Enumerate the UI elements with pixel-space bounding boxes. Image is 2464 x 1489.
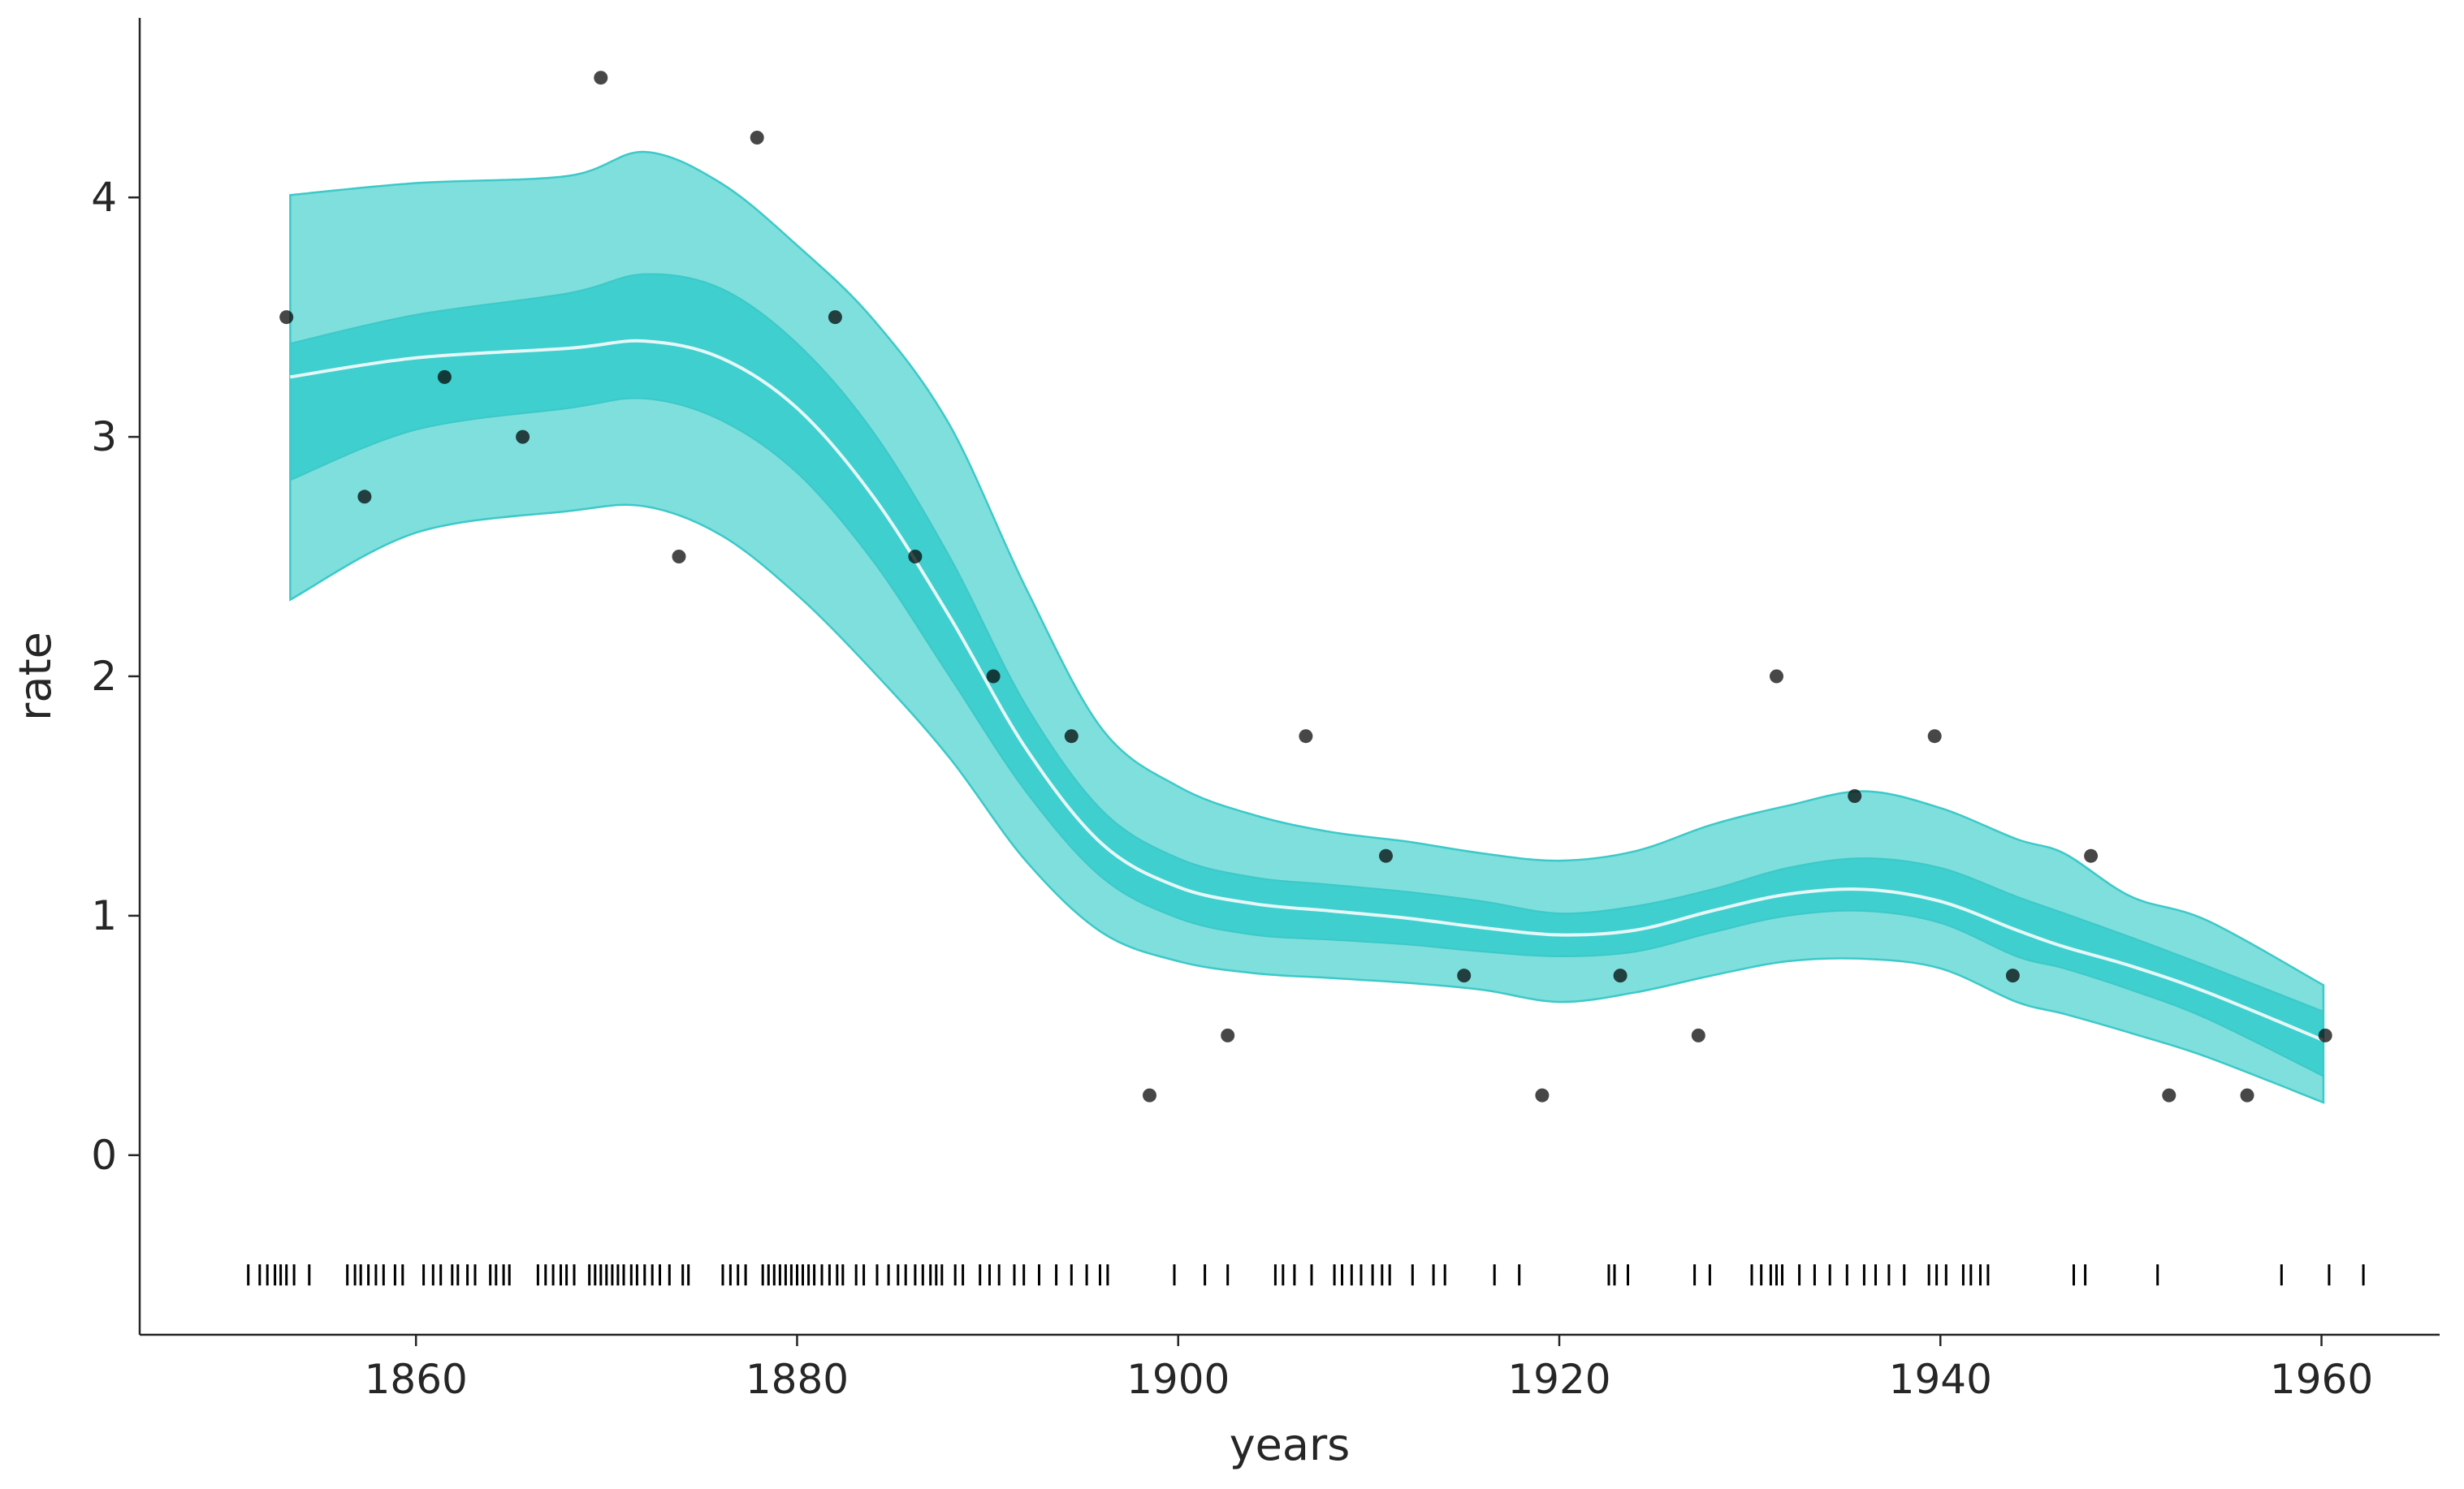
observed-point xyxy=(1299,729,1313,744)
observed-point xyxy=(1848,789,1862,803)
observed-point xyxy=(672,550,686,563)
observed-point xyxy=(357,490,372,504)
observed-point xyxy=(516,429,530,444)
observed-point xyxy=(2318,1028,2332,1042)
observed-point xyxy=(908,550,923,563)
observed-point xyxy=(2240,1088,2254,1103)
observed-point xyxy=(1927,729,1942,744)
observed-point xyxy=(1535,1088,1550,1103)
x-tick-label: 1960 xyxy=(2270,1356,2373,1403)
mean-line xyxy=(290,339,2324,1042)
observed-points xyxy=(279,71,2332,1103)
observed-point xyxy=(1143,1088,1156,1103)
hdi-band-inner xyxy=(289,273,2324,1078)
y-tick-label: 1 xyxy=(91,892,117,939)
x-tick-label: 1880 xyxy=(746,1356,849,1403)
observed-point xyxy=(986,669,1001,684)
observed-point xyxy=(1691,1028,1705,1042)
observed-point xyxy=(1379,848,1393,863)
x-tick-label: 1920 xyxy=(1507,1356,1610,1403)
y-tick-label: 0 xyxy=(91,1132,117,1179)
observed-point xyxy=(750,131,764,145)
observed-point xyxy=(1457,969,1472,983)
observed-point xyxy=(279,310,294,325)
y-tick-label: 2 xyxy=(91,653,117,700)
y-tick-label: 4 xyxy=(91,174,117,221)
x-axis-label: years xyxy=(1230,1419,1351,1470)
x-axis-ticks: 1860 1880 1900 1920 1940 1960 xyxy=(365,1335,2373,1403)
x-tick-label: 1900 xyxy=(1126,1356,1230,1403)
observed-point xyxy=(437,369,452,384)
observed-point xyxy=(828,310,842,325)
observed-point xyxy=(2084,848,2099,863)
observed-point xyxy=(1064,729,1079,744)
y-axis-label: rate xyxy=(10,632,61,721)
y-axis-ticks: 0 1 2 3 4 xyxy=(91,174,140,1179)
observed-point xyxy=(2005,969,2020,983)
observed-point xyxy=(1221,1028,1235,1042)
plot-area xyxy=(247,71,2365,1286)
observed-point xyxy=(594,71,608,85)
x-tick-label: 1940 xyxy=(1889,1356,1992,1403)
observed-point xyxy=(1770,669,1783,684)
axes: 1860 1880 1900 1920 1940 1960 0 1 2 3 4 years rat… xyxy=(10,18,2440,1470)
rug-plot xyxy=(247,1264,2365,1286)
observed-point xyxy=(2162,1088,2177,1103)
x-tick-label: 1860 xyxy=(365,1356,468,1403)
y-tick-label: 3 xyxy=(91,413,117,460)
observed-point xyxy=(1613,969,1628,983)
